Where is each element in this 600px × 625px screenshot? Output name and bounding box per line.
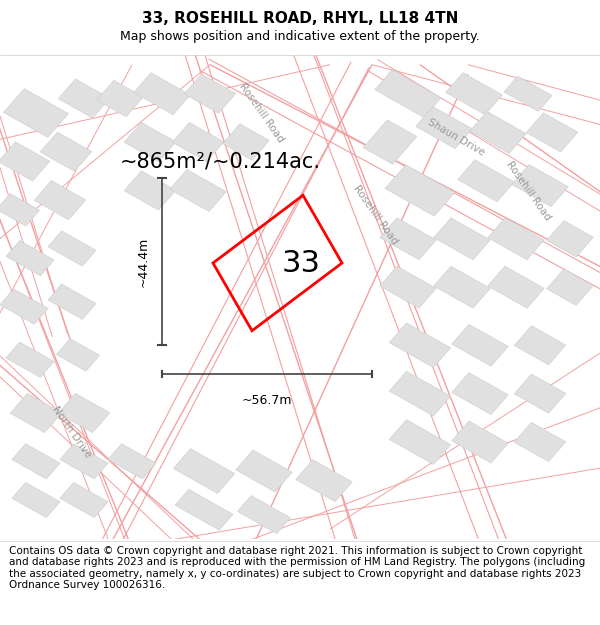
Polygon shape xyxy=(389,419,451,464)
Polygon shape xyxy=(514,326,566,365)
Polygon shape xyxy=(238,496,290,534)
Polygon shape xyxy=(547,221,593,257)
Polygon shape xyxy=(380,266,436,308)
Polygon shape xyxy=(446,72,502,115)
Polygon shape xyxy=(0,289,48,324)
Polygon shape xyxy=(452,324,508,366)
Polygon shape xyxy=(0,142,50,181)
Polygon shape xyxy=(173,449,235,493)
Polygon shape xyxy=(12,482,60,518)
Text: 33, ROSEHILL ROAD, RHYL, LL18 4TN: 33, ROSEHILL ROAD, RHYL, LL18 4TN xyxy=(142,11,458,26)
Polygon shape xyxy=(434,218,490,260)
Text: Map shows position and indicative extent of the property.: Map shows position and indicative extent… xyxy=(120,30,480,43)
Polygon shape xyxy=(4,89,68,138)
Text: Shaun Drive: Shaun Drive xyxy=(426,117,486,158)
Polygon shape xyxy=(108,444,156,479)
Polygon shape xyxy=(124,171,176,210)
Polygon shape xyxy=(0,194,40,226)
Polygon shape xyxy=(58,393,110,432)
Polygon shape xyxy=(12,444,60,479)
Polygon shape xyxy=(458,160,514,202)
Polygon shape xyxy=(434,266,490,308)
Polygon shape xyxy=(470,111,526,153)
Polygon shape xyxy=(172,122,224,162)
Polygon shape xyxy=(56,339,100,371)
Polygon shape xyxy=(385,165,455,216)
Polygon shape xyxy=(389,323,451,368)
Polygon shape xyxy=(512,164,568,207)
Polygon shape xyxy=(452,421,508,463)
Polygon shape xyxy=(514,374,566,413)
Polygon shape xyxy=(6,342,54,377)
Polygon shape xyxy=(34,181,86,220)
Polygon shape xyxy=(134,72,190,115)
Polygon shape xyxy=(380,218,436,260)
Polygon shape xyxy=(488,218,544,260)
Text: ~865m²/~0.214ac.: ~865m²/~0.214ac. xyxy=(120,151,321,171)
Text: Contains OS data © Crown copyright and database right 2021. This information is : Contains OS data © Crown copyright and d… xyxy=(9,546,585,591)
Polygon shape xyxy=(452,372,508,414)
Polygon shape xyxy=(40,132,92,171)
Polygon shape xyxy=(97,80,143,117)
Polygon shape xyxy=(514,422,566,462)
Polygon shape xyxy=(488,266,544,308)
Polygon shape xyxy=(504,76,552,111)
Polygon shape xyxy=(184,74,236,113)
Polygon shape xyxy=(363,120,417,164)
Polygon shape xyxy=(48,284,96,319)
Text: Rosehill Road: Rosehill Road xyxy=(504,159,552,222)
Polygon shape xyxy=(60,444,108,479)
Polygon shape xyxy=(526,112,578,152)
Polygon shape xyxy=(223,124,269,160)
Polygon shape xyxy=(10,393,62,432)
Polygon shape xyxy=(296,460,352,502)
Text: Rosehill Road: Rosehill Road xyxy=(237,82,285,144)
Polygon shape xyxy=(389,371,451,416)
Polygon shape xyxy=(48,231,96,266)
Text: North Drive: North Drive xyxy=(50,405,94,460)
Polygon shape xyxy=(175,489,233,530)
Polygon shape xyxy=(416,106,472,149)
Polygon shape xyxy=(236,450,292,492)
Polygon shape xyxy=(6,241,54,276)
Polygon shape xyxy=(547,269,593,306)
Text: 33: 33 xyxy=(282,249,321,278)
Polygon shape xyxy=(124,122,176,162)
Text: Rosehill Road: Rosehill Road xyxy=(351,183,399,246)
Polygon shape xyxy=(60,482,108,518)
Polygon shape xyxy=(58,79,110,118)
Text: ~44.4m: ~44.4m xyxy=(136,237,149,287)
Polygon shape xyxy=(375,70,441,118)
Polygon shape xyxy=(170,169,226,211)
Text: ~56.7m: ~56.7m xyxy=(242,394,292,408)
